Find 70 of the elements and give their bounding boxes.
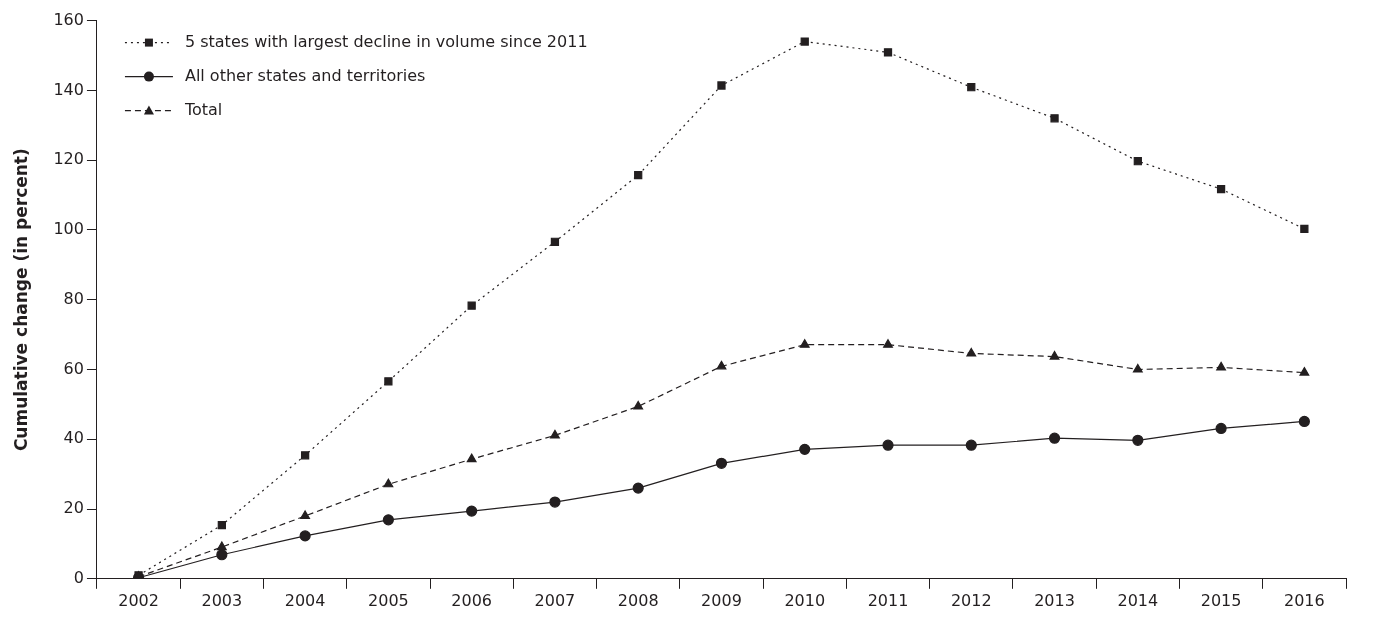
point — [1215, 422, 1227, 435]
point — [632, 482, 644, 494]
y-tick-label: 140 — [53, 79, 84, 99]
point — [966, 347, 977, 357]
legend-label: All other states and territories — [184, 65, 426, 85]
point — [1050, 114, 1059, 123]
x-tick-label: 2015 — [1200, 590, 1242, 610]
x-tick-label: 2009 — [701, 590, 742, 610]
y-tick-label: 0 — [73, 567, 84, 587]
point — [965, 439, 977, 451]
y-axis-title: Cumulative change (in percent) — [10, 148, 31, 452]
x-tick-label: 2004 — [284, 590, 326, 610]
point — [634, 171, 643, 180]
point — [550, 429, 560, 439]
point — [466, 505, 478, 517]
x-tick-label: 2007 — [534, 590, 576, 610]
point — [466, 453, 477, 463]
point — [799, 339, 810, 348]
point — [883, 339, 893, 348]
point — [300, 510, 311, 520]
point — [216, 541, 227, 551]
point — [799, 443, 811, 455]
point — [550, 237, 560, 246]
point — [882, 439, 894, 451]
point — [1298, 415, 1310, 428]
point — [384, 377, 393, 386]
point — [299, 530, 311, 542]
x-tick-label: 2006 — [451, 590, 493, 610]
x-tick-label: 2010 — [784, 590, 826, 610]
point — [216, 549, 228, 561]
point — [382, 514, 394, 526]
point — [716, 360, 727, 370]
point — [800, 37, 809, 46]
point — [1048, 432, 1061, 444]
point — [1132, 363, 1143, 373]
point — [1132, 434, 1144, 446]
point — [383, 478, 394, 488]
point — [467, 301, 476, 310]
x-tick-label: 2016 — [1284, 590, 1325, 610]
y-tick-label: 40 — [63, 428, 84, 448]
point — [1299, 367, 1310, 376]
y-tick-label: 120 — [53, 149, 84, 169]
x-tick-label: 2012 — [950, 590, 992, 610]
point — [715, 457, 728, 469]
point — [1049, 350, 1060, 360]
legend-label: Total — [183, 99, 223, 119]
y-tick-label: 100 — [53, 219, 84, 239]
y-tick-label: 20 — [63, 498, 84, 518]
x-tick-label: 2003 — [201, 590, 243, 610]
y-tick-label: 80 — [63, 288, 84, 308]
x-tick-label: 2011 — [867, 590, 909, 610]
point — [883, 48, 893, 57]
x-tick-label: 2005 — [368, 590, 409, 610]
point — [717, 81, 726, 90]
point — [1216, 184, 1226, 194]
point — [1216, 361, 1227, 371]
point — [549, 496, 561, 508]
point — [967, 83, 976, 92]
y-tick-label: 60 — [63, 358, 84, 378]
point — [1133, 157, 1142, 166]
y-tick-label: 160 — [53, 9, 84, 29]
x-tick-label: 2008 — [617, 590, 659, 610]
x-tick-label: 2014 — [1117, 590, 1159, 610]
point — [300, 451, 310, 460]
x-tick-label: 2002 — [118, 590, 159, 610]
point — [217, 520, 226, 530]
legend-label: 5 states with largest decline in volume since 2011 — [184, 31, 588, 51]
point — [1300, 224, 1309, 234]
point — [633, 400, 644, 410]
x-tick-label: 2013 — [1034, 590, 1075, 610]
